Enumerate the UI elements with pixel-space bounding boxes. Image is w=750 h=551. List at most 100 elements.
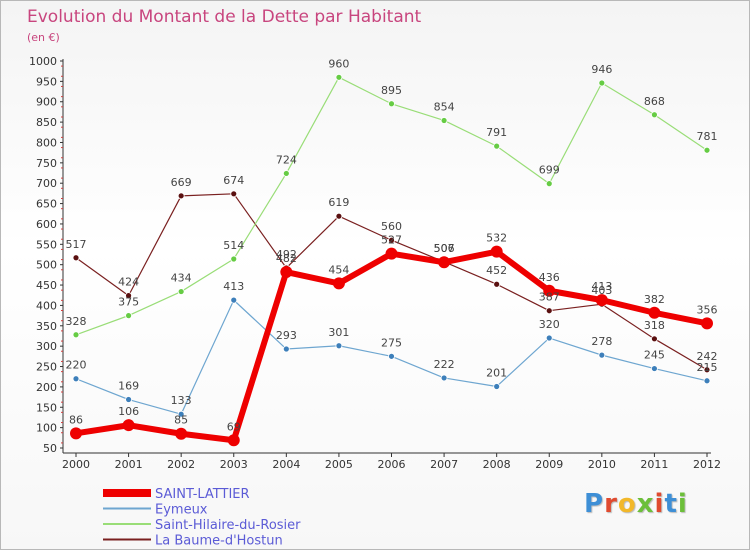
- data-label-saint-lattier: 69: [227, 420, 241, 433]
- data-point-saint-lattier: [595, 294, 608, 307]
- y-tick-label: 500: [36, 259, 57, 272]
- data-label-la-baume-d-hostun: 560: [381, 220, 402, 233]
- data-point-saint-lattier: [490, 245, 503, 258]
- x-tick-label: 2006: [378, 458, 406, 471]
- data-label-eymeux: 133: [171, 394, 192, 407]
- data-label-saint-hilaire-du-rosier: 699: [539, 164, 560, 177]
- data-point-la-baume-d-hostun: [388, 236, 395, 244]
- data-point-eymeux: [282, 345, 290, 353]
- x-tick-label: 2010: [588, 458, 616, 471]
- data-label-la-baume-d-hostun: 619: [328, 196, 349, 209]
- data-label-saint-lattier: 106: [118, 405, 139, 418]
- data-point-saint-lattier: [70, 427, 82, 440]
- data-label-saint-lattier: 356: [697, 303, 718, 316]
- data-point-eymeux: [72, 375, 80, 383]
- data-label-saint-lattier: 454: [328, 263, 349, 276]
- x-tick-label: 2003: [220, 458, 248, 471]
- logo-letter: i: [654, 489, 665, 519]
- y-tick-label: 650: [36, 198, 57, 211]
- y-tick-label: 400: [36, 299, 57, 312]
- data-label-saint-hilaire-du-rosier: 375: [118, 296, 139, 309]
- data-point-saint-hilaire-du-rosier: [598, 79, 606, 87]
- data-point-la-baume-d-hostun: [177, 192, 185, 200]
- legend-label-la-baume-d-hostun: La Baume-d'Hostun: [155, 534, 283, 549]
- data-point-la-baume-d-hostun: [72, 254, 80, 262]
- y-tick-label: 50: [43, 442, 57, 455]
- x-tick-label: 2011: [640, 458, 668, 471]
- data-label-saint-hilaire-du-rosier: 434: [171, 272, 192, 285]
- data-label-saint-lattier: 506: [434, 242, 455, 255]
- data-point-saint-hilaire-du-rosier: [177, 288, 185, 295]
- data-point-la-baume-d-hostun: [335, 212, 343, 220]
- logo-letter: x: [636, 489, 655, 519]
- legend-label-saint-lattier: SAINT-LATTIER: [155, 487, 250, 502]
- data-label-eymeux: 301: [328, 326, 349, 339]
- data-label-eymeux: 215: [697, 361, 718, 374]
- data-point-eymeux: [545, 334, 553, 342]
- data-label-la-baume-d-hostun: 669: [171, 176, 192, 189]
- data-point-la-baume-d-hostun: [545, 307, 553, 315]
- data-label-la-baume-d-hostun: 242: [697, 350, 718, 363]
- data-label-eymeux: 245: [644, 349, 665, 362]
- data-point-eymeux: [703, 377, 711, 385]
- x-tick-label: 2002: [167, 458, 195, 471]
- data-label-la-baume-d-hostun: 452: [486, 264, 507, 277]
- data-point-saint-lattier: [701, 317, 713, 330]
- series-layer: [70, 73, 713, 447]
- data-label-la-baume-d-hostun: 674: [223, 174, 244, 187]
- data-point-eymeux: [651, 365, 658, 372]
- axes: 50 100 150 200 250 300 350 400 450 500 550 600 650 70…: [29, 55, 721, 471]
- data-label-eymeux: 169: [118, 380, 139, 393]
- legend-label-eymeux: Eymeux: [155, 503, 208, 518]
- data-label-eymeux: 220: [66, 359, 87, 372]
- chart-title: Evolution du Montant de la Dette par Hab…: [27, 7, 422, 27]
- data-label-eymeux: 413: [223, 280, 244, 293]
- data-point-saint-lattier: [332, 277, 345, 290]
- logo-letter: r: [604, 489, 618, 519]
- proxiti-logo: Proxiti: [584, 489, 688, 519]
- data-label-eymeux: 201: [486, 366, 507, 379]
- data-label-saint-hilaire-du-rosier: 724: [276, 153, 297, 166]
- x-tick-label: 2000: [62, 458, 90, 471]
- data-point-eymeux: [440, 374, 448, 382]
- x-tick-label: 2001: [115, 458, 143, 471]
- data-label-la-baume-d-hostun: 318: [644, 319, 665, 332]
- data-point-saint-lattier: [438, 256, 451, 269]
- y-tick-label: 250: [36, 361, 57, 374]
- data-label-saint-hilaire-du-rosier: 791: [486, 126, 507, 139]
- data-point-saint-hilaire-du-rosier: [125, 312, 132, 320]
- data-point-saint-hilaire-du-rosier: [388, 100, 395, 108]
- data-point-la-baume-d-hostun: [493, 280, 501, 288]
- data-label-saint-lattier: 413: [591, 280, 612, 293]
- data-point-eymeux: [335, 342, 343, 350]
- y-tick-label: 350: [36, 320, 57, 333]
- y-tick-label: 950: [36, 75, 57, 88]
- y-tick-label: 450: [36, 279, 57, 292]
- y-tick-label: 100: [36, 422, 57, 435]
- data-label-saint-lattier: 85: [174, 414, 188, 427]
- data-point-eymeux: [177, 410, 185, 418]
- y-tick-label: 600: [36, 218, 57, 231]
- data-point-saint-hilaire-du-rosier: [703, 146, 711, 154]
- data-point-saint-lattier: [175, 427, 188, 440]
- chart-subtitle: (en €): [27, 31, 60, 44]
- y-tick-label: 900: [36, 96, 57, 109]
- data-point-saint-lattier: [122, 419, 135, 432]
- data-label-la-baume-d-hostun: 387: [539, 291, 560, 304]
- data-point-saint-hilaire-du-rosier: [230, 255, 238, 263]
- data-label-la-baume-d-hostun: 517: [66, 238, 87, 251]
- data-point-saint-lattier: [385, 247, 398, 260]
- data-label-saint-hilaire-du-rosier: 781: [697, 130, 718, 143]
- data-label-eymeux: 293: [276, 329, 297, 342]
- y-tick-label: 750: [36, 157, 57, 170]
- data-point-saint-hilaire-du-rosier: [493, 142, 501, 150]
- y-tick-label: 550: [36, 238, 57, 251]
- data-point-eymeux: [598, 351, 606, 359]
- legend-label-saint-hilaire-du-rosier: Saint-Hilaire-du-Rosier: [155, 518, 301, 533]
- data-label-saint-hilaire-du-rosier: 960: [328, 57, 349, 70]
- data-label-eymeux: 222: [434, 358, 455, 371]
- data-point-la-baume-d-hostun: [703, 366, 711, 374]
- y-tick-label: 700: [36, 177, 57, 190]
- data-point-saint-hilaire-du-rosier: [651, 111, 658, 119]
